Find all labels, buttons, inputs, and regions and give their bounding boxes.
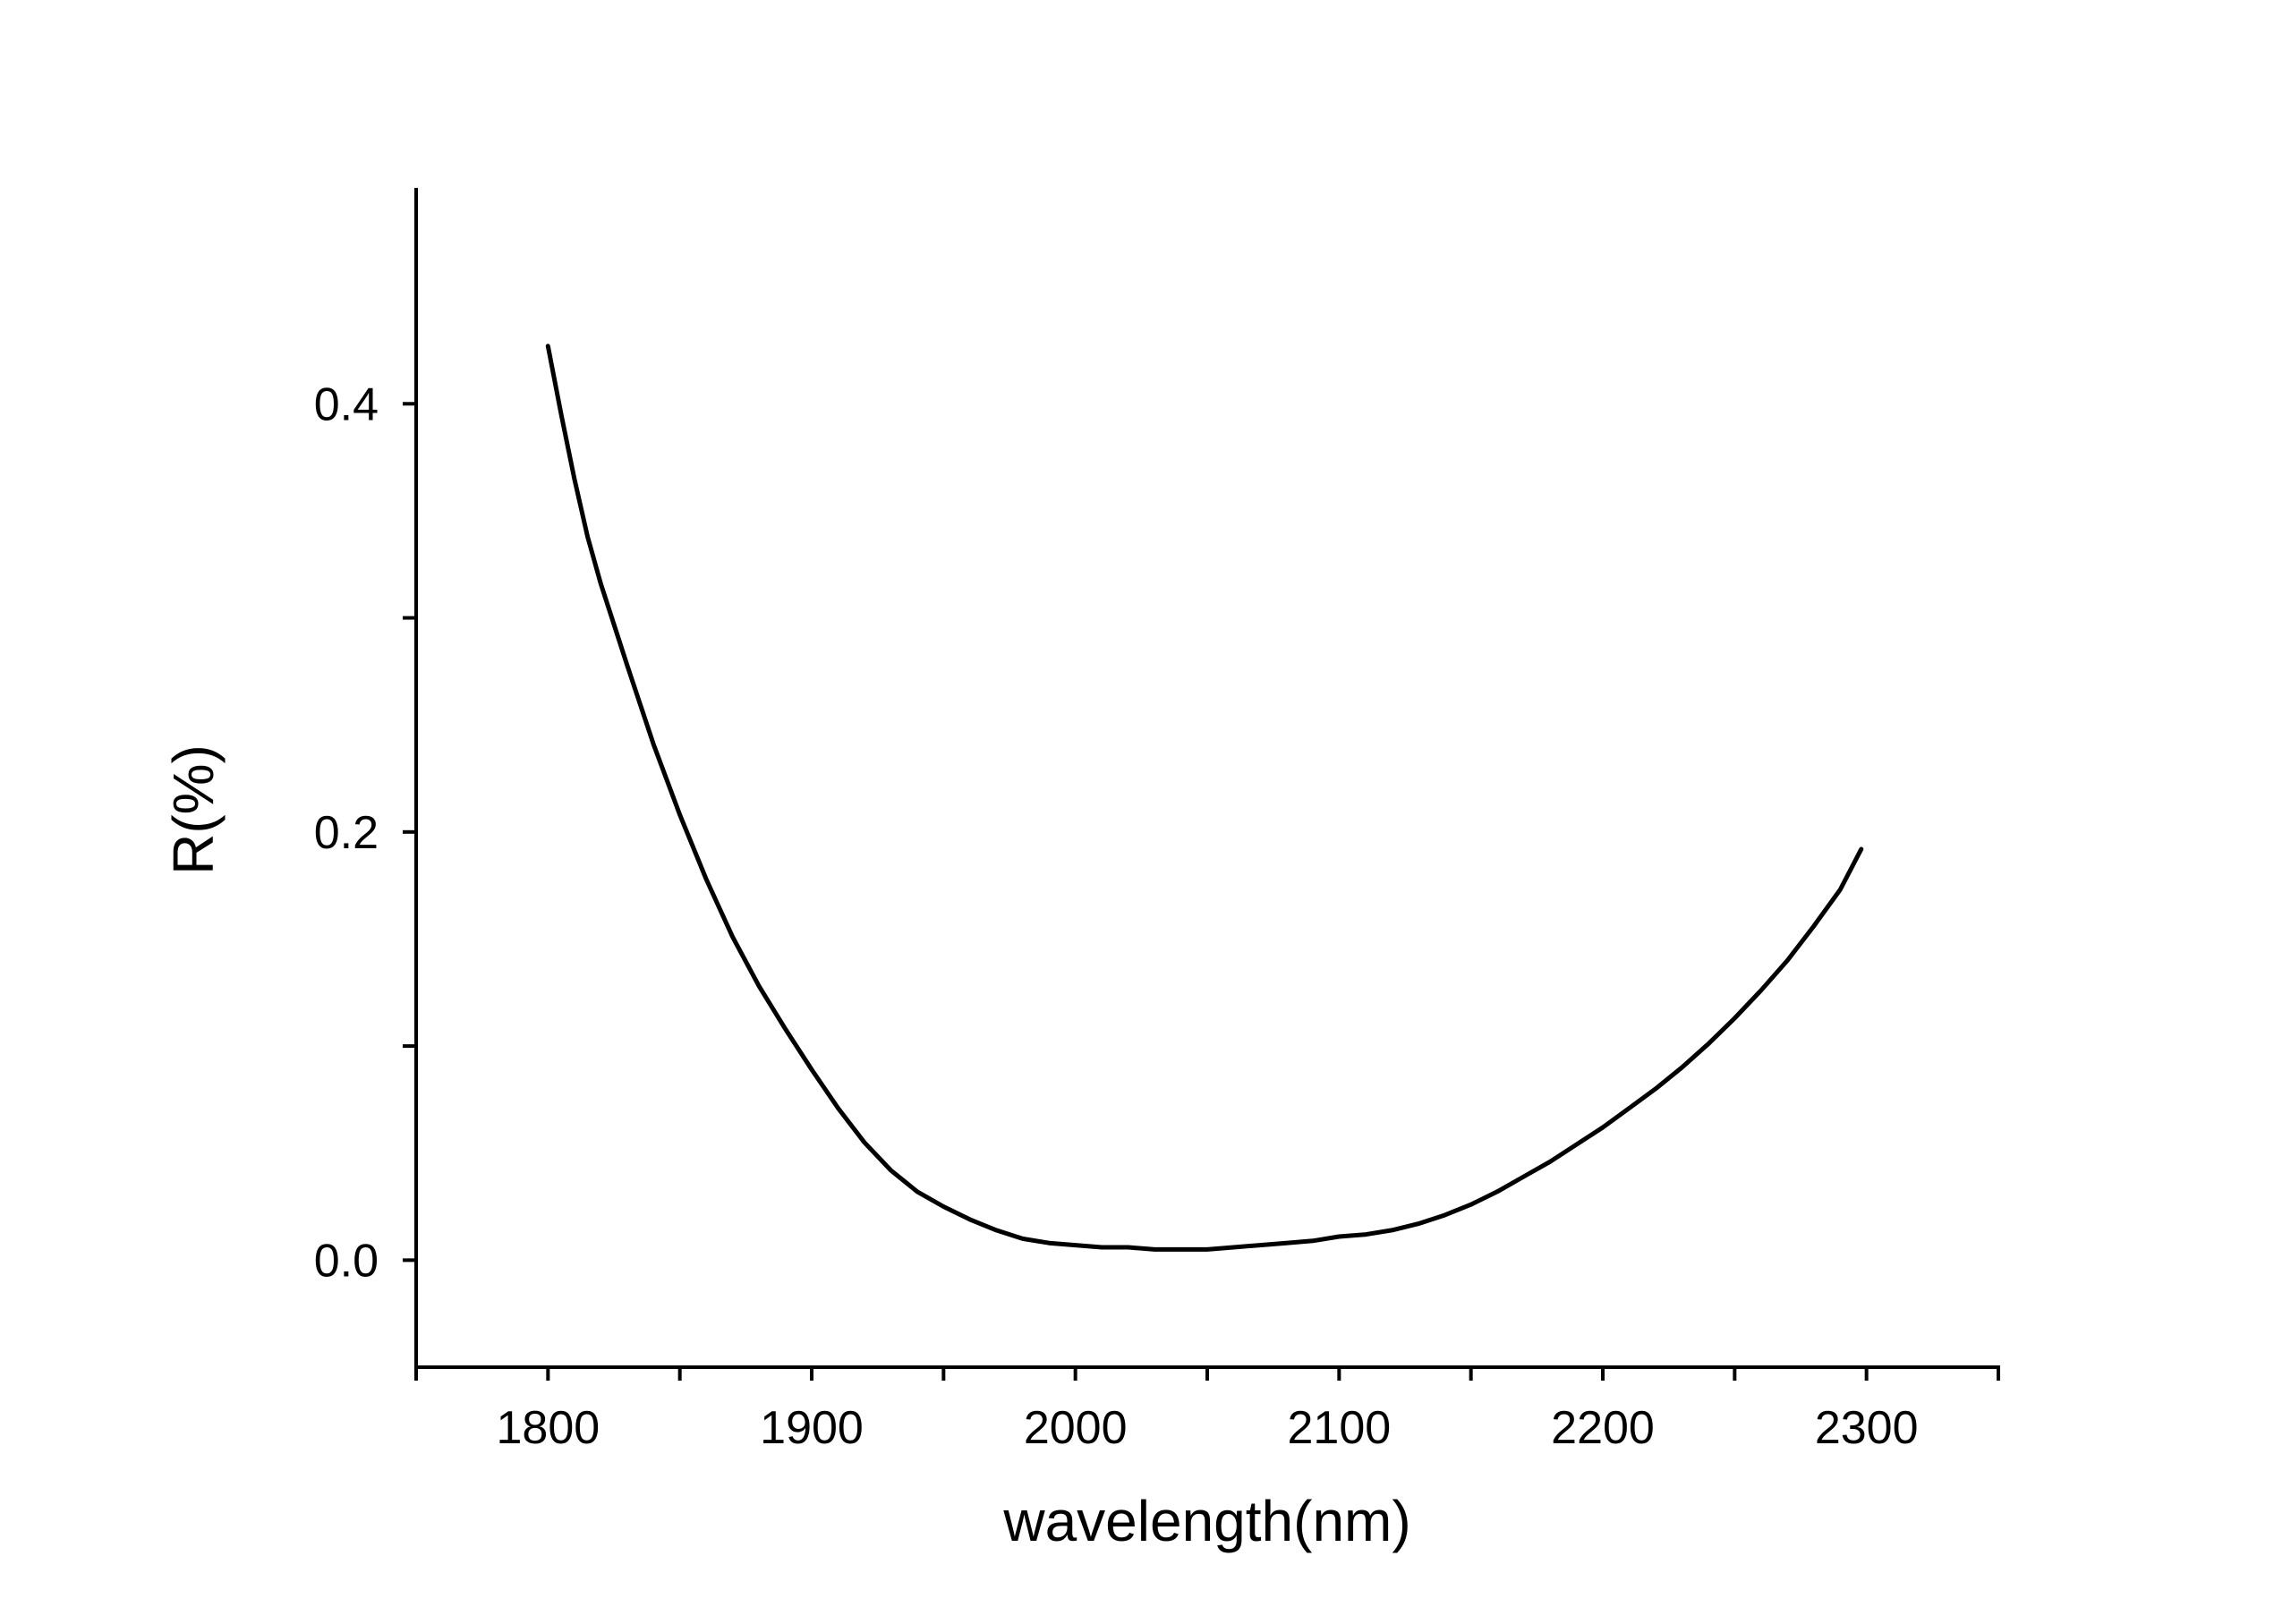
x-tick-label: 1800 bbox=[496, 1402, 600, 1454]
axes-group bbox=[414, 188, 2000, 1369]
x-tick-label: 2000 bbox=[1024, 1402, 1128, 1454]
x-tick-label: 2100 bbox=[1287, 1402, 1391, 1454]
reflectance-curve bbox=[545, 344, 1864, 1252]
y-axis-title: R(%) bbox=[161, 744, 226, 875]
x-tick-label: 2300 bbox=[1815, 1402, 1919, 1454]
y-tick-label: 0.0 bbox=[314, 1235, 379, 1287]
x-tick-label: 2200 bbox=[1551, 1402, 1655, 1454]
plot-area bbox=[545, 344, 1864, 1252]
x-tick-label: 1900 bbox=[760, 1402, 864, 1454]
y-tick-label: 0.4 bbox=[314, 378, 379, 430]
y-tick-label: 0.2 bbox=[314, 807, 379, 859]
x-axis-title: wavelength(nm) bbox=[1002, 1489, 1410, 1553]
ticks-group: 1800 1900 2000 2100 2200 2300 0.0 0.2 0.4 bbox=[314, 378, 2000, 1454]
